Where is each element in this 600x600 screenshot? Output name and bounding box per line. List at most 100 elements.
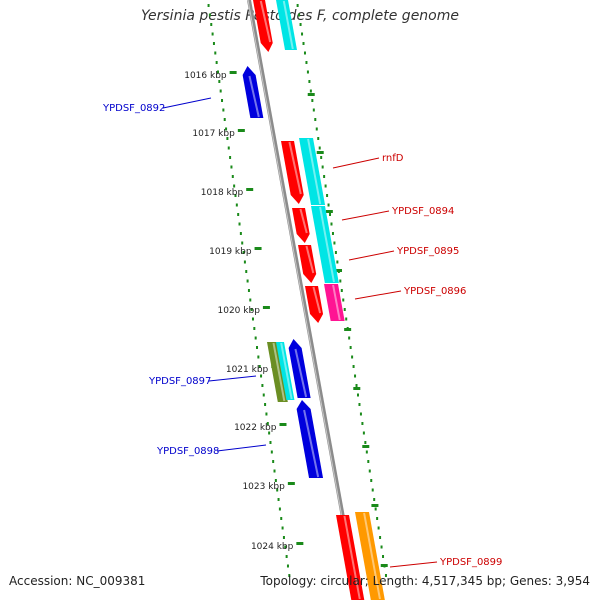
outer-track-dot [329,213,332,216]
inner-track-dot [243,260,246,264]
inner-track-dot [218,80,221,83]
outer-track-dot [302,42,305,45]
gene-label-leader [208,375,257,382]
outer-track-dot [306,70,309,74]
inner-track-dot [231,175,234,178]
gene-ypdsf-0899-orange[interactable] [355,512,385,600]
genome-backbone [247,0,360,600]
inner-track-dot [277,498,280,501]
tick-label: 1021 kbp [226,365,269,375]
gene-ypdsf-0899-orange-shine [363,512,381,600]
gene-ypdsf-0899-red-body [336,515,365,600]
gene-label[interactable]: YPDSF_0896 [403,286,466,297]
inner-track-dot [260,374,263,378]
outer-track-dot [374,507,377,511]
gene-ypdsf-0896[interactable] [305,286,324,323]
outer-track-dot [339,279,342,283]
gene-label[interactable]: YPDSF_0898 [156,446,219,457]
inner-track-dot [288,574,291,577]
gene-ypdsf-0897-body [288,339,311,398]
outer-track-dot [365,450,368,454]
inner-major-tick [254,247,262,250]
outer-track-dot [361,422,364,425]
gene-cyan-top-body [276,0,297,50]
gene-ypdsf-0899-orange-body [355,512,385,600]
outer-track-dot [376,517,379,520]
inner-track-dot [223,118,226,121]
gene-cyan-top-shine [282,0,294,50]
inner-track-dot [230,165,233,169]
gene-label[interactable]: YPDSF_0899 [439,557,502,568]
gene-ypdsf-0899-red-shine [343,515,361,600]
outer-major-tick [362,445,370,448]
inner-track-dot [274,479,277,482]
gene-label-leader [216,444,267,452]
outer-track-dot [333,241,336,245]
inner-track-dot [241,241,244,245]
outer-track-dot [331,232,334,235]
gene-ypdsf-0895[interactable] [298,245,317,283]
accession-label: Accession: NC_009381 [9,574,146,588]
outer-track-dot [354,374,357,378]
outer-track-dot [309,89,312,93]
gene-label[interactable]: YPDSF_0895 [396,246,459,257]
gene-ypdsf-0898[interactable] [296,400,324,478]
tick-label: 1019 kbp [209,247,252,257]
inner-track-dot [212,42,215,45]
outer-track-dot [377,526,380,530]
inner-track-dot [280,517,283,520]
inner-track-dot [262,393,265,397]
inner-track-dot [273,469,276,473]
gene-ypdsf-0894-cyan[interactable] [311,206,339,283]
inner-track-dot [234,194,237,197]
outer-track-dot [317,137,320,140]
tick-label: 1023 kbp [242,482,285,492]
gene-ypdsf-0897-cyan[interactable] [276,342,295,400]
inner-track-dot [226,137,229,140]
inner-track-dot [282,536,285,539]
gene-rnfd-body [281,141,304,204]
gene-ypdsf-0896-magenta[interactable] [324,284,345,321]
gene-label[interactable]: YPDSF_0894 [391,206,454,217]
gene-ypdsf-0897-olive-body [267,342,288,402]
gene-ypdsf-0896-magenta-body [324,284,345,321]
gene-ypdsf-0898-shine [303,409,320,478]
inner-track-dot [215,61,218,64]
inner-track-dot [214,51,217,55]
gene-ypdsf-0896-body [305,286,324,323]
gene-label[interactable]: YPDSF_0897 [148,376,211,387]
outer-track-dot [355,384,358,387]
tick-label: 1024 kbp [251,542,294,552]
gene-label[interactable]: YPDSF_0892 [102,103,165,114]
inner-track-dot [211,32,214,36]
inner-track-dot [216,70,219,74]
gene-ypdsf-0892[interactable] [242,66,264,118]
gene-ypdsf-0896-magenta-shine [332,284,341,321]
gene-red-top[interactable] [253,0,273,52]
gene-cyan-top[interactable] [276,0,297,50]
gene-features [242,0,385,600]
gene-ypdsf-0897-olive[interactable] [267,342,288,402]
outer-track-dot [367,460,370,463]
gene-ypdsf-0899-red[interactable] [336,515,365,600]
gene-ypdsf-0897-cyan-body [276,342,295,400]
gene-rnfd-cyan[interactable] [299,138,326,205]
outer-track-dot [336,260,339,264]
inner-track-dot [246,279,249,283]
outer-track-dot [314,118,317,121]
outer-track-dot [323,175,326,178]
gene-ypdsf-0897[interactable] [288,339,311,398]
gene-ypdsf-0894[interactable] [292,208,310,243]
inner-track-dot [276,488,279,492]
outer-major-tick [353,387,361,390]
outer-track-dot [380,545,383,549]
outer-track-dot [298,13,301,17]
outer-track-dot [324,184,327,188]
inner-major-tick [229,71,237,74]
gene-rnfd[interactable] [281,141,304,204]
gene-label[interactable]: rnfD [382,153,404,164]
outer-track-dot [382,555,385,558]
outer-track-dot [348,336,351,340]
gene-label-leader [348,250,395,261]
gene-ypdsf-0895-shine [305,245,315,274]
